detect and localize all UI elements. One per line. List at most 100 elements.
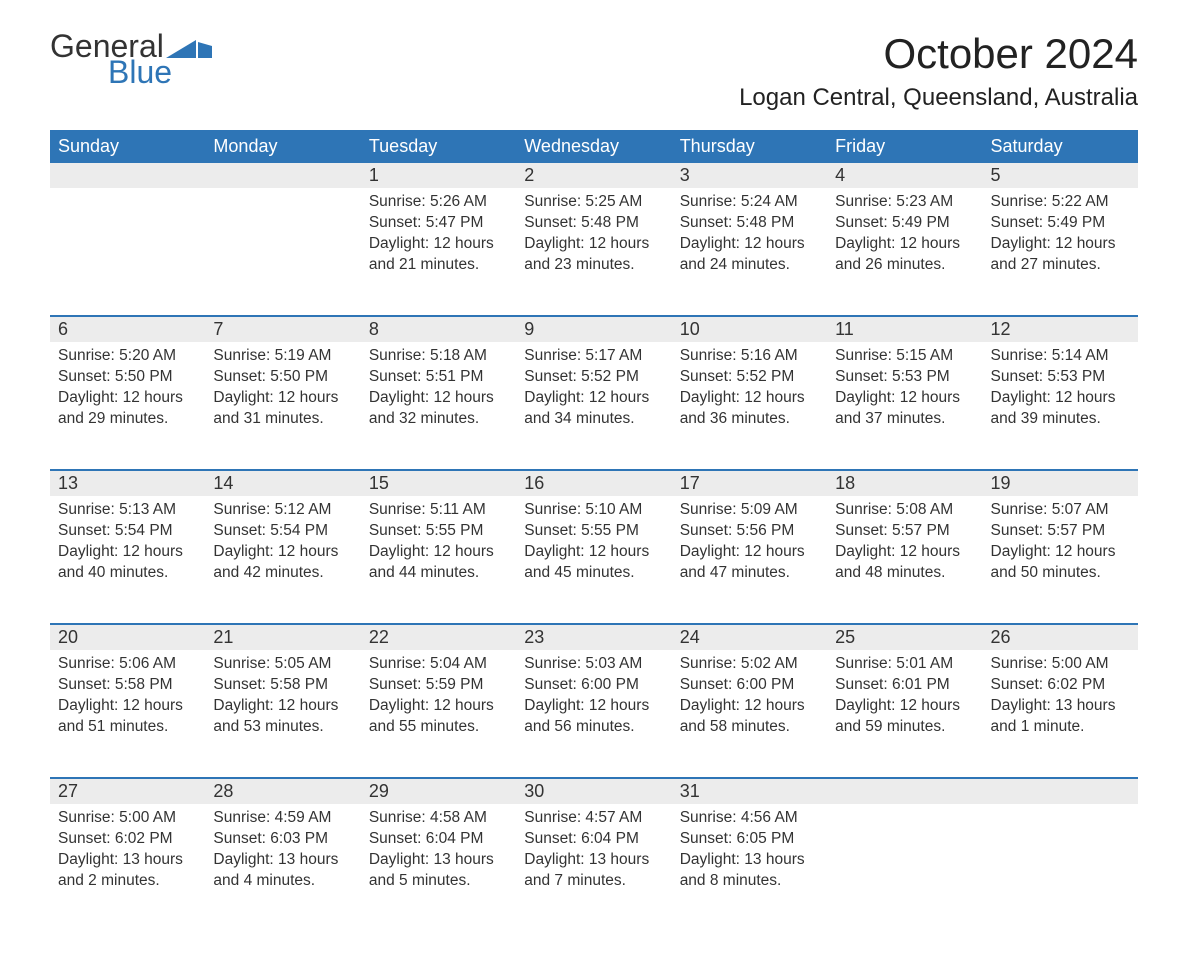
day-line: Sunset: 6:03 PM bbox=[213, 829, 352, 850]
day-cell bbox=[827, 804, 982, 932]
weekday-header: Friday bbox=[827, 130, 982, 163]
day-number-cell: 21 bbox=[205, 624, 360, 650]
day-number-cell: 28 bbox=[205, 778, 360, 804]
day-body: Sunrise: 5:11 AMSunset: 5:55 PMDaylight:… bbox=[361, 496, 516, 598]
day-line: Sunrise: 4:58 AM bbox=[369, 808, 508, 829]
day-number: 28 bbox=[205, 779, 360, 804]
day-line: Daylight: 13 hours bbox=[524, 850, 663, 871]
day-number: 12 bbox=[983, 317, 1138, 342]
day-body: Sunrise: 5:08 AMSunset: 5:57 PMDaylight:… bbox=[827, 496, 982, 598]
day-cell: Sunrise: 5:02 AMSunset: 6:00 PMDaylight:… bbox=[672, 650, 827, 778]
day-body: Sunrise: 5:00 AMSunset: 6:02 PMDaylight:… bbox=[983, 650, 1138, 752]
day-number-cell: 7 bbox=[205, 316, 360, 342]
weekday-header: Wednesday bbox=[516, 130, 671, 163]
day-line: Daylight: 12 hours bbox=[213, 542, 352, 563]
day-body: Sunrise: 5:03 AMSunset: 6:00 PMDaylight:… bbox=[516, 650, 671, 752]
day-body: Sunrise: 5:18 AMSunset: 5:51 PMDaylight:… bbox=[361, 342, 516, 444]
day-number-cell: 31 bbox=[672, 778, 827, 804]
day-body: Sunrise: 5:01 AMSunset: 6:01 PMDaylight:… bbox=[827, 650, 982, 752]
brand-logo: General Blue bbox=[50, 30, 212, 88]
day-line: and 2 minutes. bbox=[58, 871, 197, 892]
day-cell: Sunrise: 5:08 AMSunset: 5:57 PMDaylight:… bbox=[827, 496, 982, 624]
day-line: and 44 minutes. bbox=[369, 563, 508, 584]
day-line: Sunset: 5:51 PM bbox=[369, 367, 508, 388]
day-body: Sunrise: 4:59 AMSunset: 6:03 PMDaylight:… bbox=[205, 804, 360, 906]
day-number-cell: 30 bbox=[516, 778, 671, 804]
day-line: Sunrise: 5:00 AM bbox=[58, 808, 197, 829]
day-line: Sunset: 5:57 PM bbox=[991, 521, 1130, 542]
day-cell: Sunrise: 4:57 AMSunset: 6:04 PMDaylight:… bbox=[516, 804, 671, 932]
day-line: and 32 minutes. bbox=[369, 409, 508, 430]
day-line: Daylight: 12 hours bbox=[991, 542, 1130, 563]
day-number-cell: 23 bbox=[516, 624, 671, 650]
day-line: and 5 minutes. bbox=[369, 871, 508, 892]
daynum-row: 12345 bbox=[50, 163, 1138, 188]
day-line: Daylight: 12 hours bbox=[369, 542, 508, 563]
day-number: 3 bbox=[672, 163, 827, 188]
day-line: Sunset: 6:00 PM bbox=[524, 675, 663, 696]
day-line: Sunset: 5:56 PM bbox=[680, 521, 819, 542]
day-line: Daylight: 13 hours bbox=[991, 696, 1130, 717]
day-line: and 4 minutes. bbox=[213, 871, 352, 892]
day-line: Daylight: 12 hours bbox=[524, 696, 663, 717]
day-line: and 42 minutes. bbox=[213, 563, 352, 584]
day-body bbox=[827, 804, 982, 822]
day-line: Daylight: 12 hours bbox=[369, 234, 508, 255]
day-cell: Sunrise: 5:12 AMSunset: 5:54 PMDaylight:… bbox=[205, 496, 360, 624]
day-line: Sunrise: 5:22 AM bbox=[991, 192, 1130, 213]
day-line: Sunset: 5:58 PM bbox=[213, 675, 352, 696]
day-line: and 59 minutes. bbox=[835, 717, 974, 738]
day-cell: Sunrise: 5:14 AMSunset: 5:53 PMDaylight:… bbox=[983, 342, 1138, 470]
day-line: Daylight: 12 hours bbox=[58, 542, 197, 563]
day-number: 6 bbox=[50, 317, 205, 342]
day-number bbox=[827, 779, 982, 803]
day-line: Sunset: 5:50 PM bbox=[58, 367, 197, 388]
day-number: 13 bbox=[50, 471, 205, 496]
day-number: 17 bbox=[672, 471, 827, 496]
day-number: 5 bbox=[983, 163, 1138, 188]
day-body: Sunrise: 5:02 AMSunset: 6:00 PMDaylight:… bbox=[672, 650, 827, 752]
day-number-cell: 15 bbox=[361, 470, 516, 496]
day-number-cell: 3 bbox=[672, 163, 827, 188]
week-row: Sunrise: 5:20 AMSunset: 5:50 PMDaylight:… bbox=[50, 342, 1138, 470]
day-number: 4 bbox=[827, 163, 982, 188]
brand-part2: Blue bbox=[108, 56, 212, 88]
day-line: Sunset: 6:04 PM bbox=[369, 829, 508, 850]
week-row: Sunrise: 5:06 AMSunset: 5:58 PMDaylight:… bbox=[50, 650, 1138, 778]
day-line: Sunset: 5:49 PM bbox=[991, 213, 1130, 234]
day-number: 21 bbox=[205, 625, 360, 650]
day-number-cell: 19 bbox=[983, 470, 1138, 496]
day-line: and 40 minutes. bbox=[58, 563, 197, 584]
day-body: Sunrise: 5:23 AMSunset: 5:49 PMDaylight:… bbox=[827, 188, 982, 290]
day-line: Sunrise: 5:16 AM bbox=[680, 346, 819, 367]
day-line: Sunrise: 5:02 AM bbox=[680, 654, 819, 675]
day-line: Daylight: 12 hours bbox=[991, 234, 1130, 255]
day-body: Sunrise: 5:06 AMSunset: 5:58 PMDaylight:… bbox=[50, 650, 205, 752]
day-number-cell bbox=[827, 778, 982, 804]
day-line: and 51 minutes. bbox=[58, 717, 197, 738]
day-line: Sunrise: 5:17 AM bbox=[524, 346, 663, 367]
day-line: Sunrise: 5:25 AM bbox=[524, 192, 663, 213]
day-number-cell: 6 bbox=[50, 316, 205, 342]
weekday-header: Sunday bbox=[50, 130, 205, 163]
day-number bbox=[50, 163, 205, 187]
day-cell: Sunrise: 5:03 AMSunset: 6:00 PMDaylight:… bbox=[516, 650, 671, 778]
day-number-cell: 29 bbox=[361, 778, 516, 804]
day-line: and 29 minutes. bbox=[58, 409, 197, 430]
day-line: and 34 minutes. bbox=[524, 409, 663, 430]
day-cell: Sunrise: 5:15 AMSunset: 5:53 PMDaylight:… bbox=[827, 342, 982, 470]
day-line: Sunset: 5:54 PM bbox=[58, 521, 197, 542]
day-line: Sunrise: 5:00 AM bbox=[991, 654, 1130, 675]
day-number-cell: 14 bbox=[205, 470, 360, 496]
day-body: Sunrise: 5:25 AMSunset: 5:48 PMDaylight:… bbox=[516, 188, 671, 290]
day-number: 8 bbox=[361, 317, 516, 342]
day-number: 30 bbox=[516, 779, 671, 804]
day-line: Sunset: 5:58 PM bbox=[58, 675, 197, 696]
page-header: General Blue October 2024 Logan Central,… bbox=[50, 30, 1138, 112]
day-body: Sunrise: 5:19 AMSunset: 5:50 PMDaylight:… bbox=[205, 342, 360, 444]
day-line: and 31 minutes. bbox=[213, 409, 352, 430]
day-line: Sunset: 6:04 PM bbox=[524, 829, 663, 850]
day-line: Sunrise: 5:18 AM bbox=[369, 346, 508, 367]
day-cell bbox=[983, 804, 1138, 932]
day-number bbox=[205, 163, 360, 187]
